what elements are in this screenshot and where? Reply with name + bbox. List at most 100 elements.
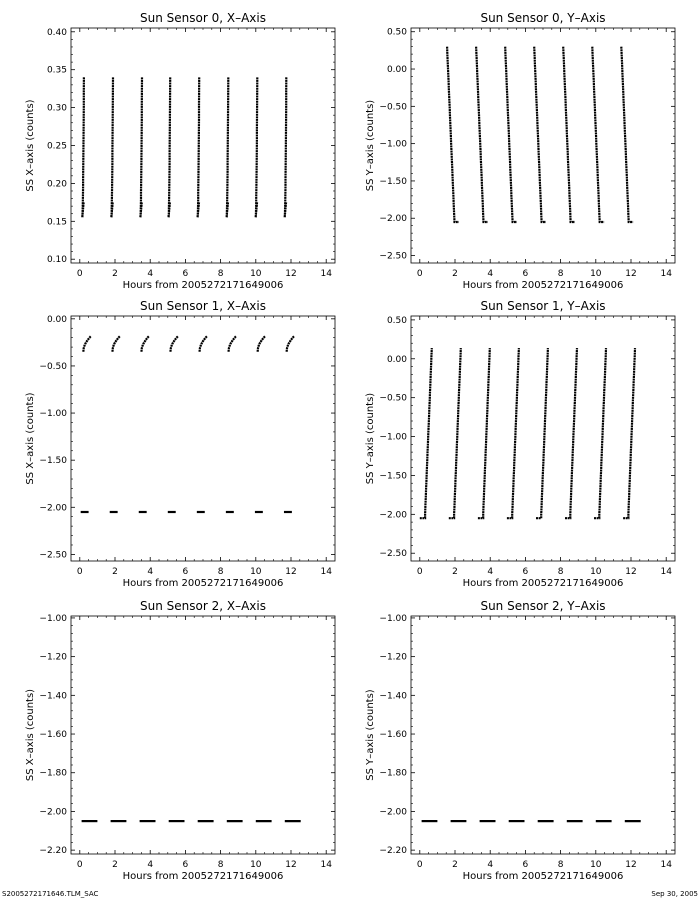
- x-tick-label: 10: [590, 860, 602, 870]
- y-tick-label: −1.80: [379, 769, 407, 779]
- y-axis-label: SS Y–axis (counts): [365, 689, 376, 781]
- y-tick-label: −0.50: [379, 102, 407, 112]
- data-series-segment: [256, 335, 266, 352]
- x-tick-label: 12: [625, 269, 636, 279]
- x-tick-label: 12: [625, 860, 636, 870]
- y-tick-label: 0.50: [387, 316, 407, 326]
- chart-panel: Sun Sensor 1, Y–Axis 0 2 4 6 8 10 12 14 −2.50 −2.0…: [365, 299, 676, 589]
- x-axis-label: Hours from 2005272171649006: [123, 280, 284, 291]
- data-series-segment: [196, 77, 201, 218]
- y-tick-label: 0.35: [47, 66, 67, 76]
- x-tick-label: 10: [590, 567, 602, 577]
- x-tick-label: 0: [417, 567, 423, 577]
- x-tick-label: 8: [218, 269, 224, 279]
- data-series-segment: [169, 335, 179, 352]
- y-tick-label: −1.50: [379, 471, 407, 481]
- y-axis-label: SS X–axis (counts): [25, 99, 36, 191]
- chart-title: Sun Sensor 1, X–Axis: [140, 299, 266, 313]
- plot-frame: [70, 615, 336, 855]
- x-axis-label: Hours from 2005272171649006: [463, 871, 624, 882]
- y-tick-label: −2.50: [39, 550, 67, 560]
- x-tick-label: 0: [417, 269, 423, 279]
- chart-panel: Sun Sensor 2, Y–Axis 0 2 4 6 8 10 12 14 −2.20 −2.0…: [365, 599, 676, 882]
- x-tick-label: 2: [452, 269, 458, 279]
- data-series-segment: [140, 335, 150, 352]
- x-tick-label: 2: [452, 567, 458, 577]
- y-tick-label: 0.25: [47, 142, 67, 152]
- y-tick-label: −1.00: [39, 614, 67, 624]
- x-tick-label: 14: [320, 269, 332, 279]
- x-tick-label: 2: [112, 269, 118, 279]
- x-tick-label: 6: [523, 860, 529, 870]
- y-tick-label: 0.40: [47, 28, 67, 38]
- x-tick-label: 2: [112, 567, 118, 577]
- x-tick-label: 4: [147, 567, 153, 577]
- x-tick-label: 6: [523, 269, 529, 279]
- x-tick-label: 6: [183, 860, 189, 870]
- data-series-segment: [594, 348, 608, 520]
- x-tick-label: 12: [285, 567, 296, 577]
- chart-title: Sun Sensor 2, X–Axis: [140, 599, 266, 613]
- y-tick-label: 0.30: [47, 104, 67, 114]
- y-tick-label: −2.00: [39, 807, 67, 817]
- footer-date: Sep 30, 2005: [651, 890, 698, 898]
- y-tick-label: 0.10: [47, 255, 67, 265]
- x-tick-label: 10: [250, 269, 262, 279]
- x-tick-label: 6: [183, 269, 189, 279]
- data-series-segment: [139, 77, 144, 218]
- y-tick-label: −0.50: [39, 362, 67, 372]
- data-series-segment: [111, 335, 121, 352]
- y-tick-label: −1.40: [39, 691, 67, 701]
- chart-title: Sun Sensor 0, X–Axis: [140, 11, 266, 25]
- footer-filename: S2005272171646.TLM_SAC: [2, 890, 99, 898]
- chart-title: Sun Sensor 2, Y–Axis: [480, 599, 605, 613]
- data-series-segment: [110, 77, 115, 218]
- x-tick-label: 14: [660, 567, 672, 577]
- data-series-segment: [565, 348, 579, 520]
- y-tick-label: −0.50: [379, 394, 407, 404]
- x-tick-label: 8: [558, 567, 564, 577]
- x-tick-label: 8: [218, 567, 224, 577]
- plot-frame: [70, 315, 336, 562]
- y-tick-label: −1.40: [379, 691, 407, 701]
- plot-frame: [410, 615, 676, 855]
- data-series-segment: [562, 46, 575, 224]
- plot-frame: [70, 27, 336, 264]
- x-tick-label: 10: [250, 860, 262, 870]
- data-series-segment: [225, 77, 230, 218]
- y-tick-label: −1.00: [379, 433, 407, 443]
- x-tick-label: 12: [625, 567, 636, 577]
- data-series-segment: [81, 77, 85, 218]
- x-tick-label: 14: [320, 567, 332, 577]
- x-tick-label: 14: [660, 860, 672, 870]
- x-tick-label: 4: [147, 269, 153, 279]
- x-axis-label: Hours from 2005272171649006: [463, 578, 624, 589]
- y-tick-label: −2.00: [379, 214, 407, 224]
- data-series-segment: [167, 77, 172, 218]
- y-axis-label: SS Y–axis (counts): [365, 393, 376, 485]
- chart-panel: Sun Sensor 0, X–Axis 0 2 4 6 8 10 12 14 0.10 0.15 0…: [25, 11, 336, 291]
- data-series-segment: [506, 348, 520, 520]
- x-tick-label: 12: [285, 860, 296, 870]
- y-tick-label: 0.50: [387, 28, 407, 38]
- y-tick-label: −1.00: [379, 140, 407, 150]
- chart-title: Sun Sensor 1, Y–Axis: [480, 299, 605, 313]
- y-tick-label: −1.50: [39, 456, 67, 466]
- data-series-segment: [283, 77, 288, 218]
- data-series-segment: [227, 335, 237, 352]
- data-series-segment: [477, 348, 491, 520]
- y-tick-label: −2.00: [39, 503, 67, 513]
- x-tick-label: 12: [285, 269, 296, 279]
- x-tick-label: 10: [590, 269, 602, 279]
- x-axis-label: Hours from 2005272171649006: [463, 280, 624, 291]
- x-tick-label: 14: [320, 860, 332, 870]
- x-tick-label: 4: [487, 269, 493, 279]
- chart-panel: Sun Sensor 2, X–Axis 0 2 4 6 8 10 12 14 −2.20 −2.0…: [25, 599, 336, 882]
- chart-panel: Sun Sensor 0, Y–Axis 0 2 4 6 8 10 12 14 −2.50 −2.0…: [365, 11, 676, 291]
- x-axis-label: Hours from 2005272171649006: [123, 578, 284, 589]
- y-tick-label: −1.80: [39, 769, 67, 779]
- data-series-segment: [198, 335, 208, 352]
- x-tick-label: 4: [487, 567, 493, 577]
- x-axis-label: Hours from 2005272171649006: [123, 871, 284, 882]
